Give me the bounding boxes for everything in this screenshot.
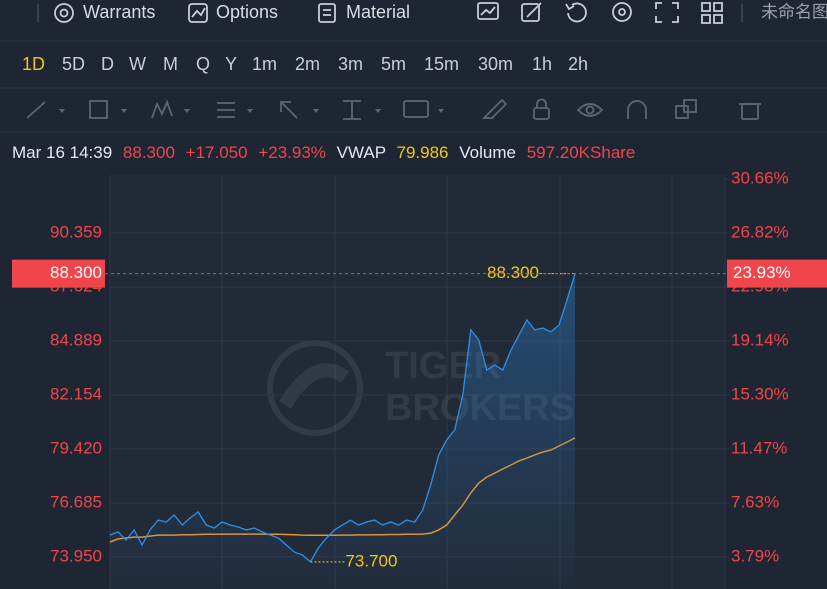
timeframe-bar: 1D 5D D W M Q Y 1m 2m 3m 5m 15m 30m 1h 2h	[22, 54, 588, 74]
quote-change: +17.050	[186, 143, 248, 162]
price-line	[109, 273, 576, 563]
y-tick-label: 90.359	[50, 222, 102, 241]
tab-label[interactable]: Warrants	[83, 2, 155, 22]
y-tick-label: 79.420	[50, 438, 102, 457]
volume-value: 597.20KShare	[527, 143, 636, 162]
timeframe[interactable]: M	[163, 54, 178, 74]
timeframe[interactable]: D	[101, 54, 114, 74]
quote-time: Mar 16 14:39	[12, 143, 112, 162]
y-tick-label: 76.685	[50, 492, 102, 511]
timeframe[interactable]: 2h	[568, 54, 588, 74]
timeframe[interactable]: 5m	[381, 54, 406, 74]
current-price-label: 88.300	[50, 263, 102, 282]
timeframe[interactable]: 2m	[295, 54, 320, 74]
current-price-tag	[12, 259, 105, 288]
quote-line: Mar 16 14:39 88.300 +17.050 +23.93% VWAP…	[12, 143, 635, 162]
tab-material[interactable]: Material	[318, 2, 410, 23]
timeframe[interactable]: 5D	[62, 54, 85, 74]
y2-tick-label: 11.47%	[731, 438, 787, 457]
tab-label[interactable]: Options	[216, 2, 278, 22]
y2-tick-label: 3.79%	[731, 546, 779, 565]
tab-label[interactable]: Material	[346, 2, 410, 22]
y-tick-label: 82.154	[50, 384, 102, 403]
timeframe[interactable]: 1h	[532, 54, 552, 74]
current-pct-label: 23.93%	[733, 263, 791, 282]
price-area	[110, 273, 575, 589]
tab-options[interactable]: Options	[188, 2, 278, 23]
timeframe[interactable]: 30m	[478, 54, 513, 74]
annotation-label: 73.700	[345, 551, 397, 570]
timeframe[interactable]: W	[129, 54, 146, 74]
annotation-label: 88.300	[487, 263, 539, 282]
y2-tick-label: 19.14%	[731, 331, 789, 350]
y2-tick-label: 7.63%	[731, 492, 779, 511]
y2-tick-label: 26.82%	[731, 222, 789, 241]
timeframe[interactable]: Q	[196, 54, 210, 74]
y-tick-label: 84.889	[50, 330, 102, 349]
timeframe[interactable]: 15m	[424, 54, 459, 74]
timeframe[interactable]: Y	[225, 54, 237, 74]
vwap-value: 79.986	[397, 143, 449, 162]
vwap-label: VWAP	[337, 143, 386, 162]
quote-price: 88.300	[123, 143, 175, 162]
timeframe[interactable]: 1m	[252, 54, 277, 74]
timeframe[interactable]: 3m	[338, 54, 363, 74]
timeframe[interactable]: 1D	[22, 54, 45, 74]
tab-warrants[interactable]: Warrants	[54, 2, 155, 23]
layout-name[interactable]: 未命名图	[761, 2, 827, 21]
drawing-tools[interactable]	[26, 98, 761, 120]
current-pct-tag	[727, 259, 827, 288]
y2-tick-label: 30.66%	[731, 168, 789, 187]
quote-change-pct: +23.93%	[258, 143, 326, 162]
toolbar-icons[interactable]	[477, 2, 723, 24]
y-tick-label: 73.950	[50, 546, 102, 565]
volume-label: Volume	[459, 143, 516, 162]
plot: 73.95076.68579.42082.15484.88987.62490.3…	[12, 168, 827, 589]
y2-tick-label: 15.30%	[731, 385, 789, 404]
